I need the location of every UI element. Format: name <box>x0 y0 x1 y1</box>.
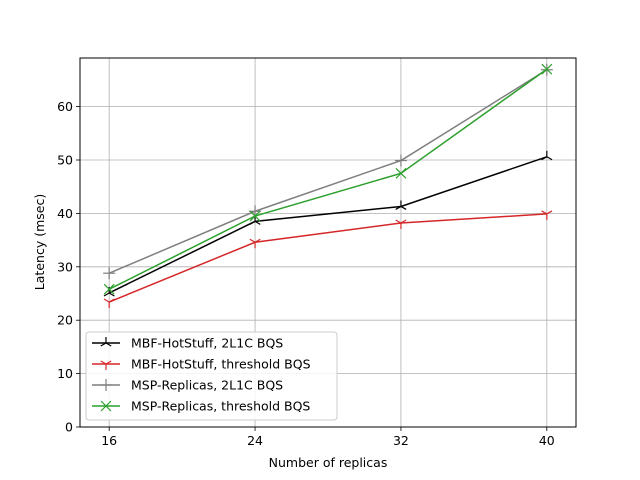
x-tick-label: 24 <box>247 433 263 448</box>
legend-box <box>85 331 338 421</box>
data-point <box>103 283 115 295</box>
data-point <box>394 154 407 167</box>
legend-marker <box>100 337 112 347</box>
legend-marker <box>100 360 112 370</box>
data-point <box>541 150 553 161</box>
y-tick-label: 60 <box>57 99 73 114</box>
plot-frame <box>79 57 577 428</box>
data-point <box>395 219 407 230</box>
legend-item: MBF-HotStuff, 2L1C BQS <box>92 336 283 351</box>
y-tick-label: 20 <box>57 313 73 328</box>
legend-marker <box>100 379 112 391</box>
y-tick-label: 10 <box>57 366 73 381</box>
legend-label: MBF-HotStuff, threshold BQS <box>131 357 311 372</box>
series-line <box>108 68 548 290</box>
series-1 <box>103 150 553 297</box>
data-point <box>103 298 115 309</box>
legend-label: MBF-HotStuff, 2L1C BQS <box>131 336 283 351</box>
legend-item: MBF-HotStuff, threshold BQS <box>92 357 311 372</box>
data-point <box>249 210 261 222</box>
legend-label: MSP-Replicas, 2L1C BQS <box>131 378 283 393</box>
series-line <box>108 156 548 294</box>
y-tick-label: 30 <box>57 259 73 274</box>
x-tick-label: 32 <box>393 433 409 448</box>
data-point <box>395 167 407 179</box>
data-point <box>541 210 553 220</box>
data-point <box>103 267 116 280</box>
legend-item: MSP-Replicas, threshold BQS <box>92 399 310 414</box>
x-axis: 16 24 32 40 <box>101 427 555 448</box>
series-2 <box>103 210 553 309</box>
legend: MBF-HotStuff, 2L1C BQS MBF-HotStuff, thre… <box>85 331 338 421</box>
series-3 <box>103 63 553 280</box>
series-layer <box>103 63 553 309</box>
legend-item: MSP-Replicas, 2L1C BQS <box>92 378 283 393</box>
series-line <box>108 69 548 274</box>
data-point <box>541 63 553 75</box>
legend-label: MSP-Replicas, threshold BQS <box>131 399 310 414</box>
series-4 <box>103 63 553 295</box>
legend-marker <box>100 400 112 412</box>
data-point <box>395 200 407 210</box>
y-tick-label: 50 <box>57 152 73 167</box>
y-tick-label: 40 <box>57 206 73 221</box>
data-point <box>249 238 261 249</box>
x-tick-label: 16 <box>101 433 117 448</box>
y-tick-label: 0 <box>65 420 73 435</box>
series-line <box>108 213 547 303</box>
y-axis: 0 10 20 30 40 50 60 <box>57 99 80 435</box>
y-axis-label: Latency (msec) <box>32 194 47 290</box>
x-axis-label: Number of replicas <box>269 455 388 470</box>
x-tick-label: 40 <box>539 433 555 448</box>
